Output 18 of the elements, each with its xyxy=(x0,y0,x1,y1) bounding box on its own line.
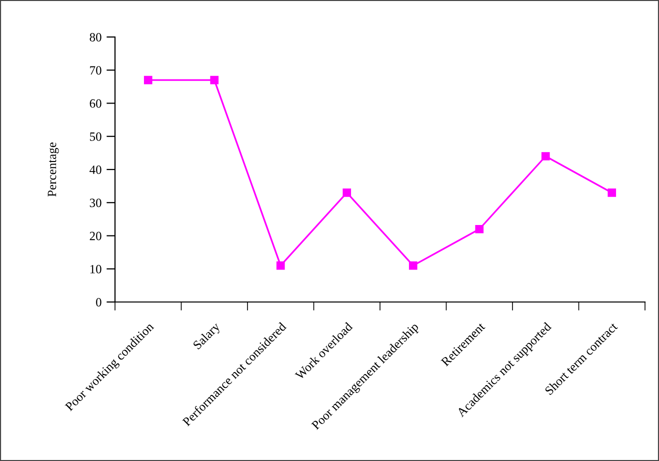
y-tick-label: 0 xyxy=(96,298,102,306)
point xyxy=(608,188,616,197)
y-tick-label: 50 xyxy=(90,132,102,141)
y-axis-title: Percentage xyxy=(48,142,59,197)
point xyxy=(276,261,285,270)
y-tick-label: 40 xyxy=(90,166,102,174)
y-tick-label: 10 xyxy=(90,264,102,274)
y-tick-label: 70 xyxy=(90,66,102,75)
point xyxy=(144,76,152,84)
point xyxy=(475,224,484,234)
point xyxy=(342,188,352,197)
point xyxy=(210,76,219,84)
y-tick-label: 60 xyxy=(90,99,102,108)
point xyxy=(408,261,418,270)
y-tick-label: 80 xyxy=(90,33,102,42)
y-tick-label: 30 xyxy=(90,198,102,208)
y-tick-label: 20 xyxy=(90,232,102,240)
point xyxy=(541,152,550,160)
